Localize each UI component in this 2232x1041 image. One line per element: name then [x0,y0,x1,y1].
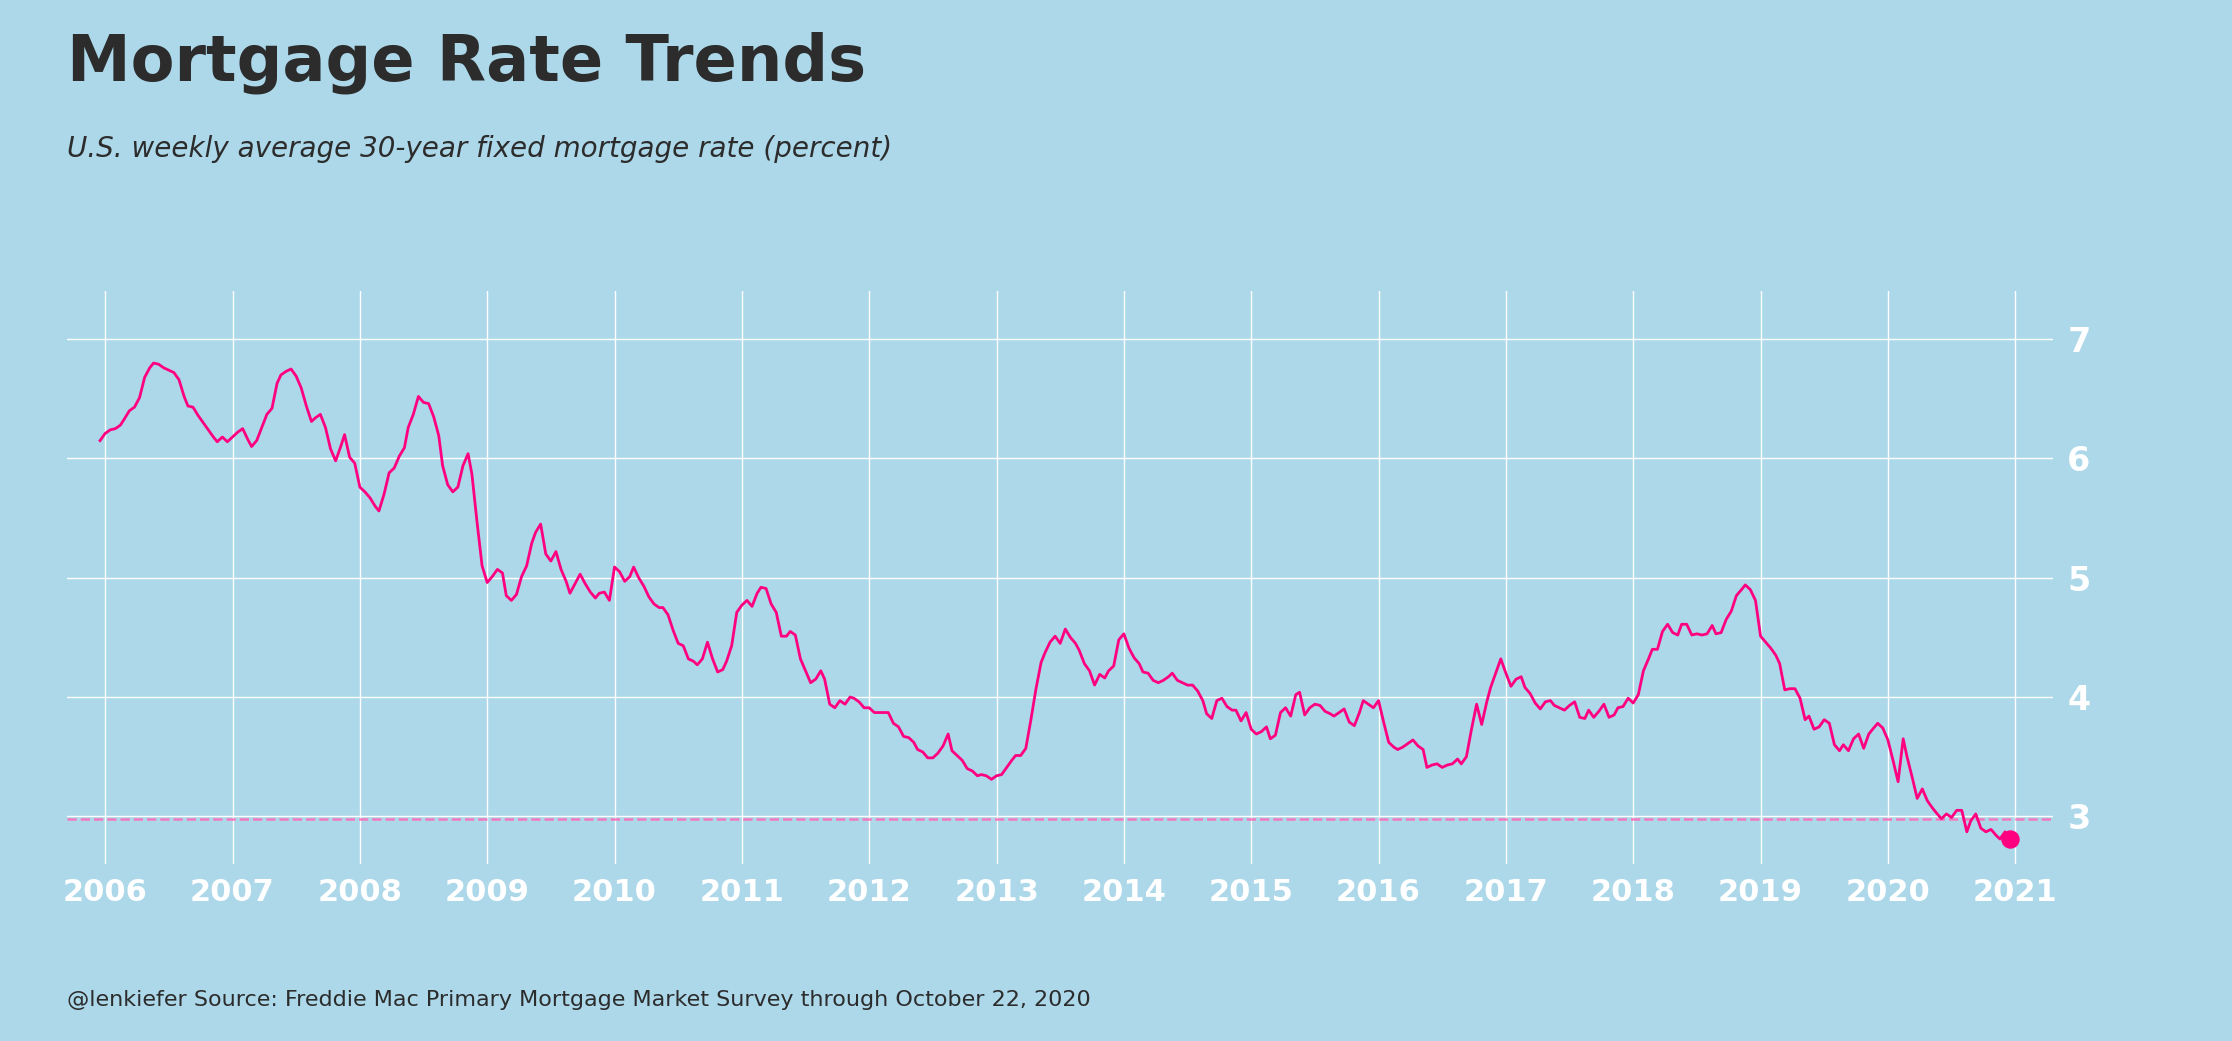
Text: Mortgage Rate Trends: Mortgage Rate Trends [67,31,866,94]
Text: @lenkiefer Source: Freddie Mac Primary Mortgage Market Survey through October 22: @lenkiefer Source: Freddie Mac Primary M… [67,990,1091,1010]
Text: U.S. weekly average 30-year fixed mortgage rate (percent): U.S. weekly average 30-year fixed mortga… [67,135,893,163]
Point [1993,831,2029,847]
